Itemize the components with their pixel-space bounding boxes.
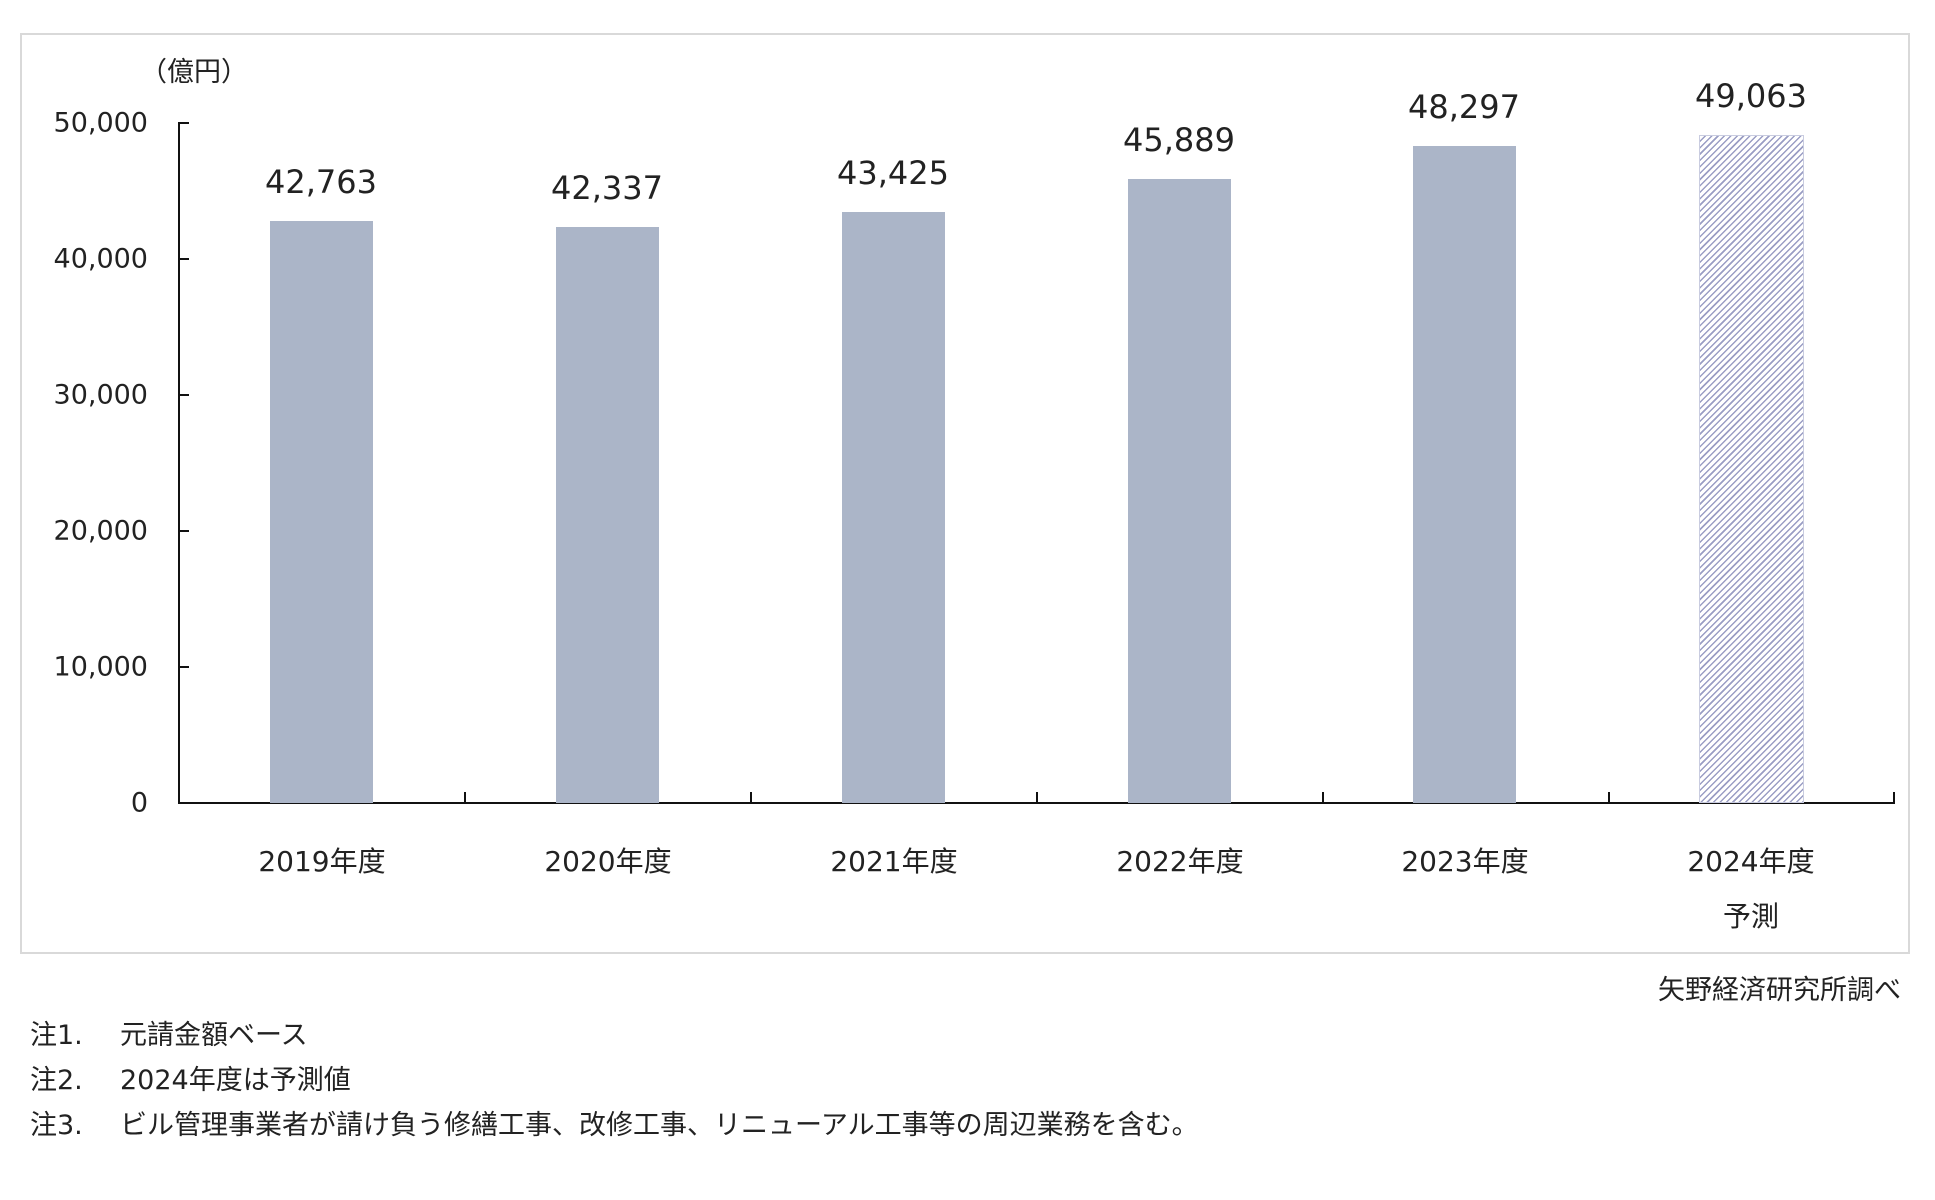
bar-2023 bbox=[1413, 146, 1516, 803]
value-label: 45,889 bbox=[1123, 121, 1235, 159]
x-tick-mark bbox=[1036, 792, 1038, 803]
y-tick-mark bbox=[178, 258, 189, 260]
value-label: 42,337 bbox=[551, 169, 663, 207]
value-label: 48,297 bbox=[1408, 88, 1520, 126]
category-sublabel: 予測 bbox=[1722, 900, 1779, 933]
y-tick-label: 0 bbox=[130, 787, 148, 819]
x-tick-mark bbox=[1893, 792, 1895, 803]
bar-2020 bbox=[556, 227, 659, 803]
value-label: 43,425 bbox=[837, 154, 949, 192]
y-tick-mark bbox=[178, 666, 189, 668]
note-text: 2024年度は予測値 bbox=[120, 1065, 351, 1096]
category-label: 2020年度 bbox=[544, 845, 672, 878]
note-number: 注2. bbox=[30, 1065, 83, 1096]
source-credit: 矢野経済研究所調べ bbox=[1658, 975, 1901, 1006]
y-tick-label: 50,000 bbox=[53, 107, 148, 139]
y-tick-label: 30,000 bbox=[53, 379, 148, 411]
bar-2024-forecast bbox=[1699, 135, 1804, 803]
y-tick-mark bbox=[178, 394, 189, 396]
category-label: 2021年度 bbox=[830, 845, 958, 878]
x-tick-mark bbox=[750, 792, 752, 803]
value-label: 42,763 bbox=[265, 163, 377, 201]
y-axis-unit-label: （億円） bbox=[140, 57, 248, 88]
bar-2021 bbox=[842, 212, 945, 803]
y-tick-label: 10,000 bbox=[53, 651, 148, 683]
category-label: 2022年度 bbox=[1116, 845, 1244, 878]
y-tick-mark bbox=[178, 122, 189, 124]
note-text: 元請金額ベース bbox=[120, 1020, 308, 1051]
y-tick-label: 40,000 bbox=[53, 243, 148, 275]
note-1: 注1. 元請金額ベース bbox=[30, 1013, 308, 1052]
x-tick-mark bbox=[464, 792, 466, 803]
bar-2022 bbox=[1128, 179, 1231, 803]
y-tick-label: 20,000 bbox=[53, 515, 148, 547]
note-3: 注3. ビル管理事業者が請け負う修繕工事、改修工事、リニューアル工事等の周辺業務を… bbox=[30, 1103, 1199, 1142]
x-tick-mark bbox=[1608, 792, 1610, 803]
y-axis-line bbox=[178, 122, 180, 804]
bar-2019 bbox=[270, 221, 373, 803]
category-label: 2023年度 bbox=[1401, 845, 1529, 878]
note-number: 注1. bbox=[30, 1020, 83, 1051]
category-label: 2019年度 bbox=[258, 845, 386, 878]
x-axis-line bbox=[178, 802, 1895, 804]
value-label: 49,063 bbox=[1695, 77, 1807, 115]
x-tick-mark bbox=[1322, 792, 1324, 803]
y-tick-mark bbox=[178, 530, 189, 532]
note-2: 注2. 2024年度は予測値 bbox=[30, 1058, 351, 1097]
note-number: 注3. bbox=[30, 1110, 83, 1141]
note-text: ビル管理事業者が請け負う修繕工事、改修工事、リニューアル工事等の周辺業務を含む。 bbox=[120, 1110, 1199, 1141]
category-label: 2024年度 bbox=[1687, 845, 1815, 878]
